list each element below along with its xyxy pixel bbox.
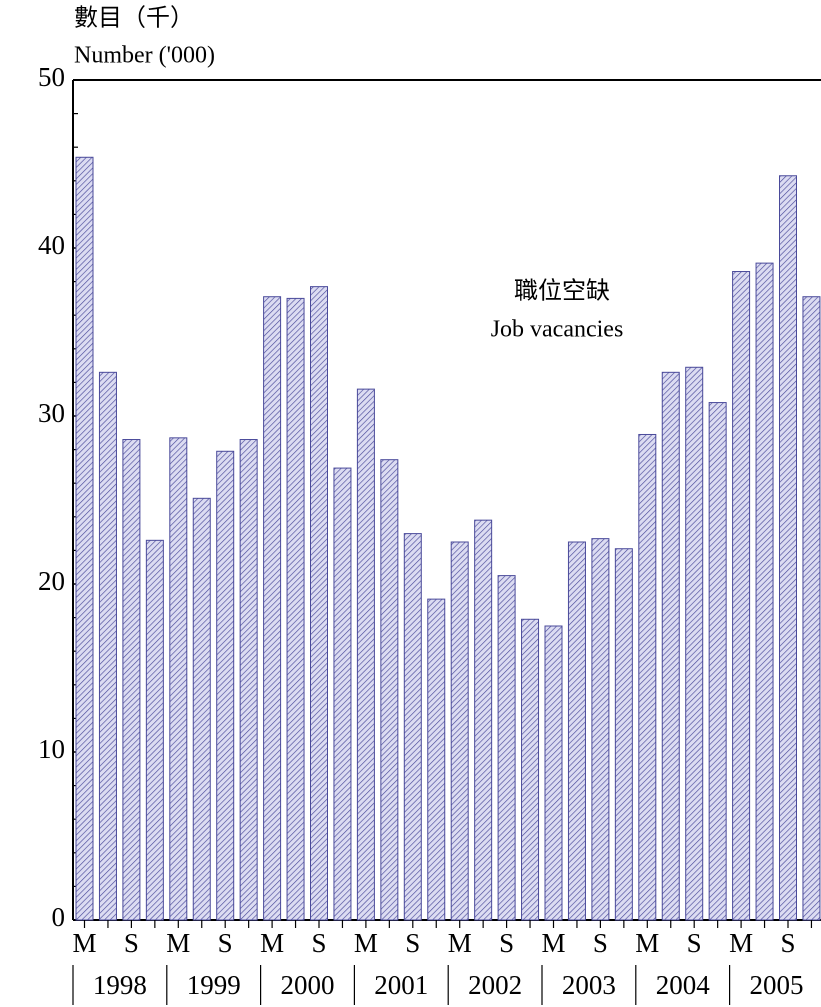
bar bbox=[661, 371, 680, 921]
bar bbox=[591, 538, 610, 921]
bar bbox=[380, 459, 399, 921]
bar bbox=[708, 402, 727, 921]
x-tick-label: M bbox=[635, 928, 659, 958]
year-label: 2002 bbox=[468, 970, 522, 1000]
x-tick-label: S bbox=[218, 928, 233, 958]
bar bbox=[497, 575, 516, 921]
y-tick-label: 20 bbox=[38, 566, 65, 596]
year-label: 1999 bbox=[187, 970, 241, 1000]
bar bbox=[263, 296, 282, 921]
bar bbox=[685, 366, 704, 921]
x-tick-label: S bbox=[687, 928, 702, 958]
bar bbox=[239, 439, 258, 921]
x-tick-label: M bbox=[541, 928, 565, 958]
bar bbox=[450, 541, 469, 921]
bar bbox=[286, 297, 305, 921]
chart-subtitle: Number ('000) bbox=[74, 43, 215, 69]
annotation: Job vacancies bbox=[491, 317, 624, 343]
bar bbox=[356, 388, 375, 921]
y-tick-label: 10 bbox=[38, 734, 65, 764]
year-label: 1998 bbox=[93, 970, 147, 1000]
x-tick-label: S bbox=[499, 928, 514, 958]
bar bbox=[779, 175, 797, 921]
bar bbox=[169, 437, 188, 921]
bar bbox=[403, 533, 422, 921]
bar bbox=[75, 156, 94, 921]
bar bbox=[567, 541, 586, 921]
year-label: 2004 bbox=[656, 970, 711, 1000]
x-tick-label: S bbox=[780, 928, 795, 958]
bar bbox=[732, 271, 751, 921]
year-label: 2001 bbox=[374, 970, 428, 1000]
y-tick-label: 30 bbox=[38, 398, 65, 428]
x-tick-label: M bbox=[72, 928, 96, 958]
x-tick-label: M bbox=[354, 928, 378, 958]
bar bbox=[192, 497, 211, 921]
bar bbox=[427, 598, 446, 921]
bar bbox=[98, 371, 117, 921]
bar bbox=[638, 433, 657, 921]
bar bbox=[145, 539, 164, 921]
bar bbox=[802, 296, 821, 921]
x-tick-label: M bbox=[448, 928, 472, 958]
bar bbox=[333, 467, 352, 921]
x-tick-label: M bbox=[166, 928, 190, 958]
x-tick-label: S bbox=[311, 928, 326, 958]
bar bbox=[474, 519, 493, 921]
bar bbox=[544, 625, 563, 921]
x-tick-label: M bbox=[729, 928, 753, 958]
bar bbox=[521, 618, 540, 921]
year-label: 2005 bbox=[750, 970, 804, 1000]
y-tick-label: 40 bbox=[38, 230, 65, 260]
bar bbox=[614, 548, 633, 921]
x-tick-label: M bbox=[260, 928, 284, 958]
year-label: 2000 bbox=[281, 970, 335, 1000]
chart-title: 數目（千） bbox=[74, 5, 194, 32]
y-tick-label: 0 bbox=[52, 902, 66, 932]
x-tick-label: S bbox=[593, 928, 608, 958]
x-tick-label: S bbox=[124, 928, 139, 958]
year-label: 2003 bbox=[562, 970, 616, 1000]
x-tick-label: S bbox=[405, 928, 420, 958]
bar bbox=[216, 450, 235, 921]
annotation: 職位空缺 bbox=[514, 278, 610, 305]
bar bbox=[310, 286, 328, 921]
bar bbox=[755, 262, 774, 921]
bar bbox=[122, 439, 141, 921]
y-tick-label: 50 bbox=[38, 62, 65, 92]
